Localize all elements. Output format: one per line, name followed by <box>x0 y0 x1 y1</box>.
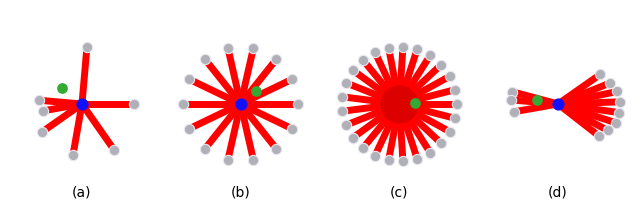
Point <box>532 98 543 102</box>
Point <box>436 142 446 145</box>
Point <box>452 102 462 106</box>
Point <box>450 88 460 91</box>
Point <box>200 147 210 151</box>
Point <box>425 54 435 57</box>
Point <box>445 130 455 133</box>
Point <box>109 148 119 152</box>
Point <box>287 127 298 131</box>
Point <box>425 151 435 154</box>
Point <box>248 158 259 162</box>
Point <box>34 99 44 102</box>
Point <box>445 75 455 78</box>
Point <box>184 77 194 81</box>
Point <box>348 136 358 139</box>
Point <box>271 147 282 151</box>
Point <box>412 48 422 51</box>
Text: (d): (d) <box>548 186 568 200</box>
Point <box>57 87 67 90</box>
Text: (a): (a) <box>72 186 92 200</box>
Point <box>287 77 298 81</box>
Point <box>348 69 358 72</box>
Point <box>77 102 87 106</box>
Point <box>398 160 408 163</box>
Point <box>236 102 246 106</box>
Point <box>223 158 233 162</box>
Point <box>340 124 351 127</box>
Point <box>603 129 613 132</box>
Point <box>248 46 259 50</box>
Point <box>370 50 380 54</box>
Point <box>394 102 404 106</box>
Point <box>223 46 233 50</box>
Point <box>611 121 621 124</box>
Point <box>612 90 622 93</box>
Point <box>358 147 368 150</box>
Point <box>82 45 92 48</box>
Point <box>412 157 422 160</box>
Point <box>129 102 139 106</box>
Text: (c): (c) <box>390 186 408 200</box>
Point <box>370 154 380 158</box>
Point <box>200 57 210 61</box>
Point <box>68 153 78 157</box>
Point <box>178 102 188 106</box>
Point <box>553 102 563 106</box>
Point <box>595 73 605 76</box>
Point <box>436 63 446 66</box>
Point <box>410 101 420 104</box>
Point <box>506 98 516 102</box>
Point <box>38 109 48 113</box>
Point <box>293 102 303 106</box>
Point <box>337 110 348 113</box>
Point <box>340 81 351 84</box>
Point <box>593 134 604 137</box>
Point <box>337 95 348 98</box>
Point <box>252 89 262 93</box>
Point <box>383 159 394 162</box>
Text: (b): (b) <box>231 186 250 200</box>
Point <box>614 100 625 104</box>
Point <box>506 90 516 93</box>
Point <box>605 81 616 85</box>
Point <box>509 110 519 113</box>
Point <box>184 127 194 131</box>
Point <box>450 117 460 120</box>
Point <box>271 57 282 61</box>
Point <box>383 46 394 49</box>
Point <box>398 45 408 48</box>
Point <box>37 130 47 134</box>
Point <box>614 111 625 114</box>
Point <box>358 58 368 61</box>
